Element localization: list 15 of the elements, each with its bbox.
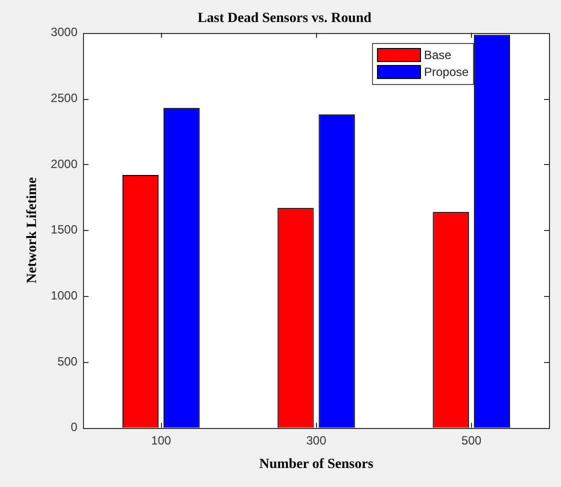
y-tick-label: 2000 [50, 156, 78, 171]
legend-label: Propose [424, 65, 469, 80]
chart-title: Last Dead Sensors vs. Round [198, 11, 372, 26]
y-tick-label: 1000 [50, 288, 78, 302]
x-axis-title: Number of Sensors [259, 457, 374, 472]
y-tick-label: 3000 [50, 25, 78, 40]
x-tick-label: 500 [461, 433, 482, 448]
y-tick-label: 0 [70, 420, 78, 434]
y-tick-label: 1500 [50, 222, 78, 237]
x-tick-label: 300 [306, 433, 327, 448]
x-tick-label: 100 [151, 433, 172, 448]
legend-label: Base [424, 48, 452, 62]
y-tick-label: 2500 [50, 90, 78, 105]
y-tick-label: 500 [57, 354, 78, 368]
y-axis-title: Network Lifetime [25, 177, 40, 284]
